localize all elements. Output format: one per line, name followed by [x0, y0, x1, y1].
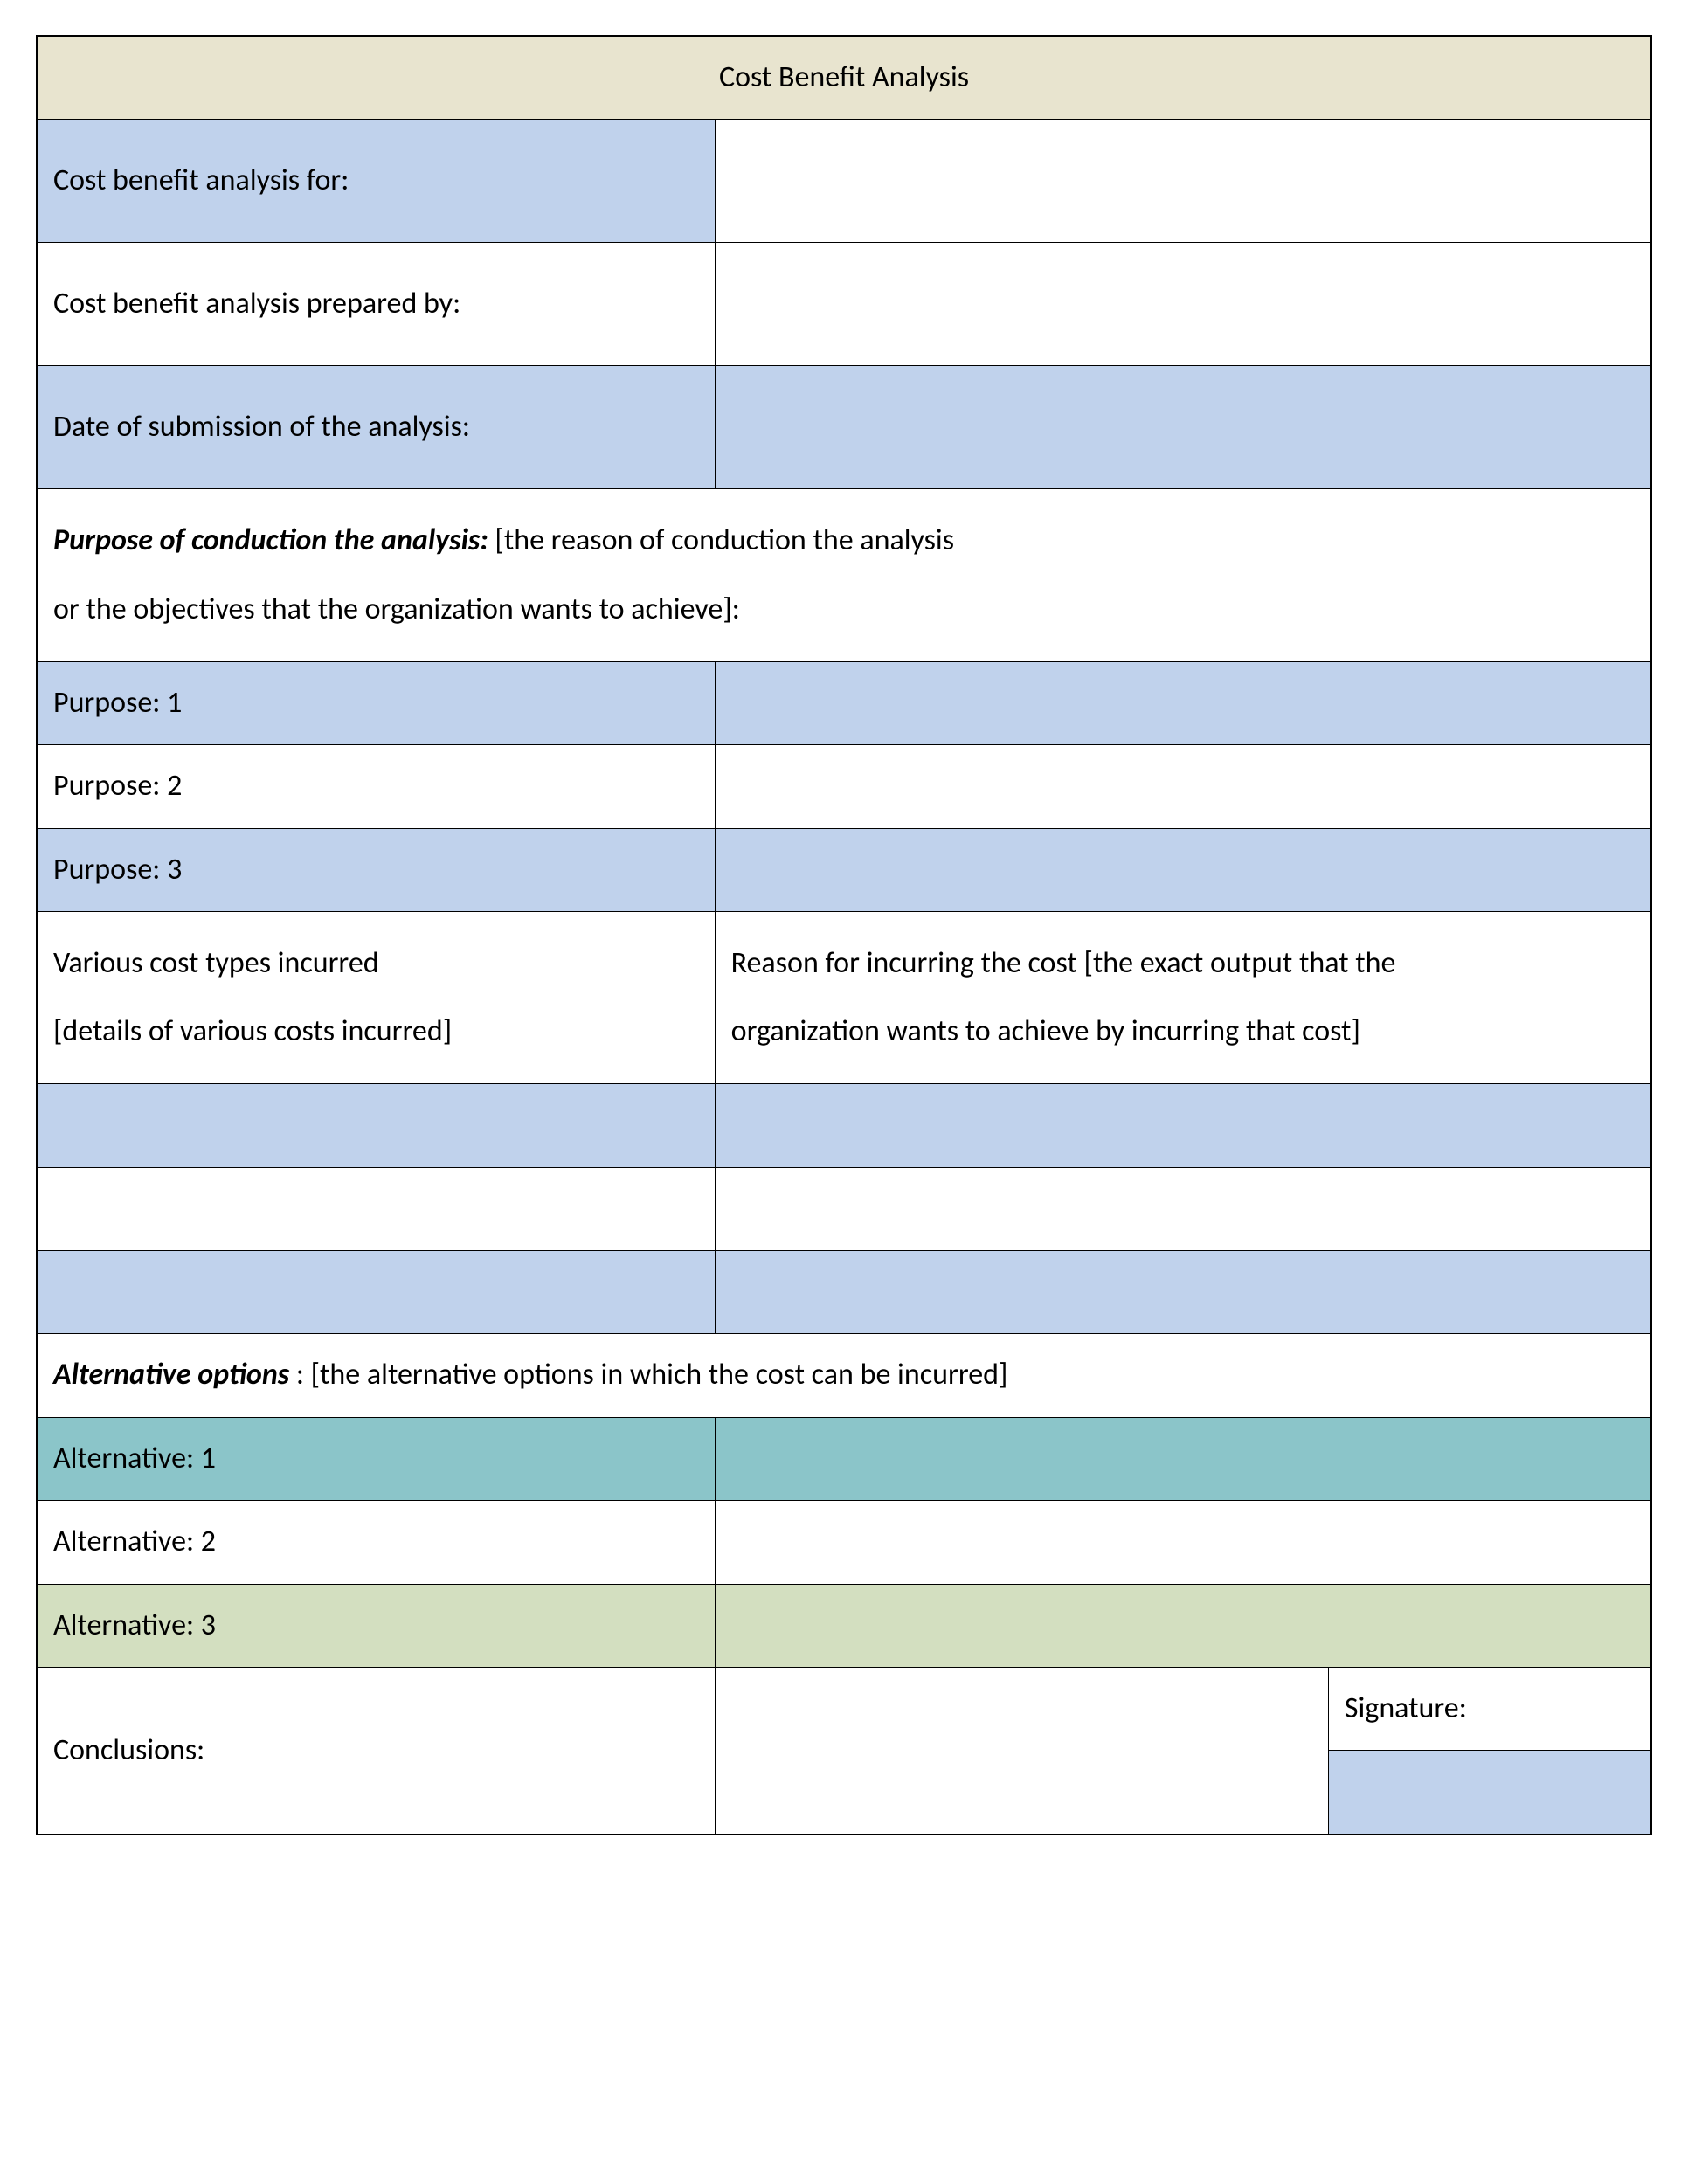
- cost-row-3-reason[interactable]: [715, 1251, 1651, 1334]
- label-alt-1: Alternative: 1: [37, 1417, 715, 1500]
- form-title: Cost Benefit Analysis: [37, 36, 1651, 120]
- label-conclusions: Conclusions:: [37, 1668, 715, 1835]
- field-purpose-2[interactable]: [715, 745, 1651, 828]
- label-reason-cost: Reason for incurring the cost [the exact…: [715, 911, 1651, 1083]
- cost-benefit-form-table: Cost Benefit Analysis Cost benefit analy…: [36, 35, 1652, 1835]
- alt-heading-rest: : [the alternative options in which the …: [289, 1357, 1007, 1393]
- cost-types-line2: [details of various costs incurred]: [53, 1013, 452, 1049]
- field-purpose-3[interactable]: [715, 828, 1651, 911]
- label-date-submission: Date of submission of the analysis:: [37, 366, 715, 489]
- cost-row-1-type[interactable]: [37, 1084, 715, 1167]
- cost-row-2-type[interactable]: [37, 1167, 715, 1250]
- label-signature: Signature:: [1328, 1668, 1651, 1751]
- cost-row-3-type[interactable]: [37, 1251, 715, 1334]
- purpose-heading: Purpose of conduction the analysis: [the…: [37, 489, 1651, 661]
- alternative-heading: Alternative options : [the alternative o…: [37, 1334, 1651, 1417]
- label-purpose-2: Purpose: 2: [37, 745, 715, 828]
- reason-line1: Reason for incurring the cost [the exact…: [731, 945, 1396, 981]
- field-prepared-by[interactable]: [715, 243, 1651, 366]
- cost-row-1-reason[interactable]: [715, 1084, 1651, 1167]
- reason-line2: organization wants to achieve by incurri…: [731, 1013, 1360, 1049]
- label-cost-types: Various cost types incurred [details of …: [37, 911, 715, 1083]
- cost-row-2-reason[interactable]: [715, 1167, 1651, 1250]
- purpose-heading-rest: [the reason of conduction the analysis: [488, 522, 954, 558]
- label-purpose-3: Purpose: 3: [37, 828, 715, 911]
- alt-heading-bold: Alternative options: [53, 1357, 289, 1393]
- label-purpose-1: Purpose: 1: [37, 661, 715, 744]
- purpose-heading-line2: or the objectives that the organization …: [53, 591, 740, 627]
- label-prepared-by: Cost benefit analysis prepared by:: [37, 243, 715, 366]
- field-alt-1[interactable]: [715, 1417, 1651, 1500]
- cost-types-line1: Various cost types incurred: [53, 945, 379, 981]
- field-analysis-for[interactable]: [715, 120, 1651, 243]
- field-date-submission[interactable]: [715, 366, 1651, 489]
- label-alt-2: Alternative: 2: [37, 1501, 715, 1584]
- field-alt-2[interactable]: [715, 1501, 1651, 1584]
- label-alt-3: Alternative: 3: [37, 1584, 715, 1667]
- label-analysis-for: Cost benefit analysis for:: [37, 120, 715, 243]
- field-alt-3[interactable]: [715, 1584, 1651, 1667]
- field-purpose-1[interactable]: [715, 661, 1651, 744]
- field-conclusions[interactable]: [715, 1668, 1328, 1835]
- purpose-heading-bold: Purpose of conduction the analysis:: [53, 522, 488, 558]
- field-signature[interactable]: [1328, 1751, 1651, 1835]
